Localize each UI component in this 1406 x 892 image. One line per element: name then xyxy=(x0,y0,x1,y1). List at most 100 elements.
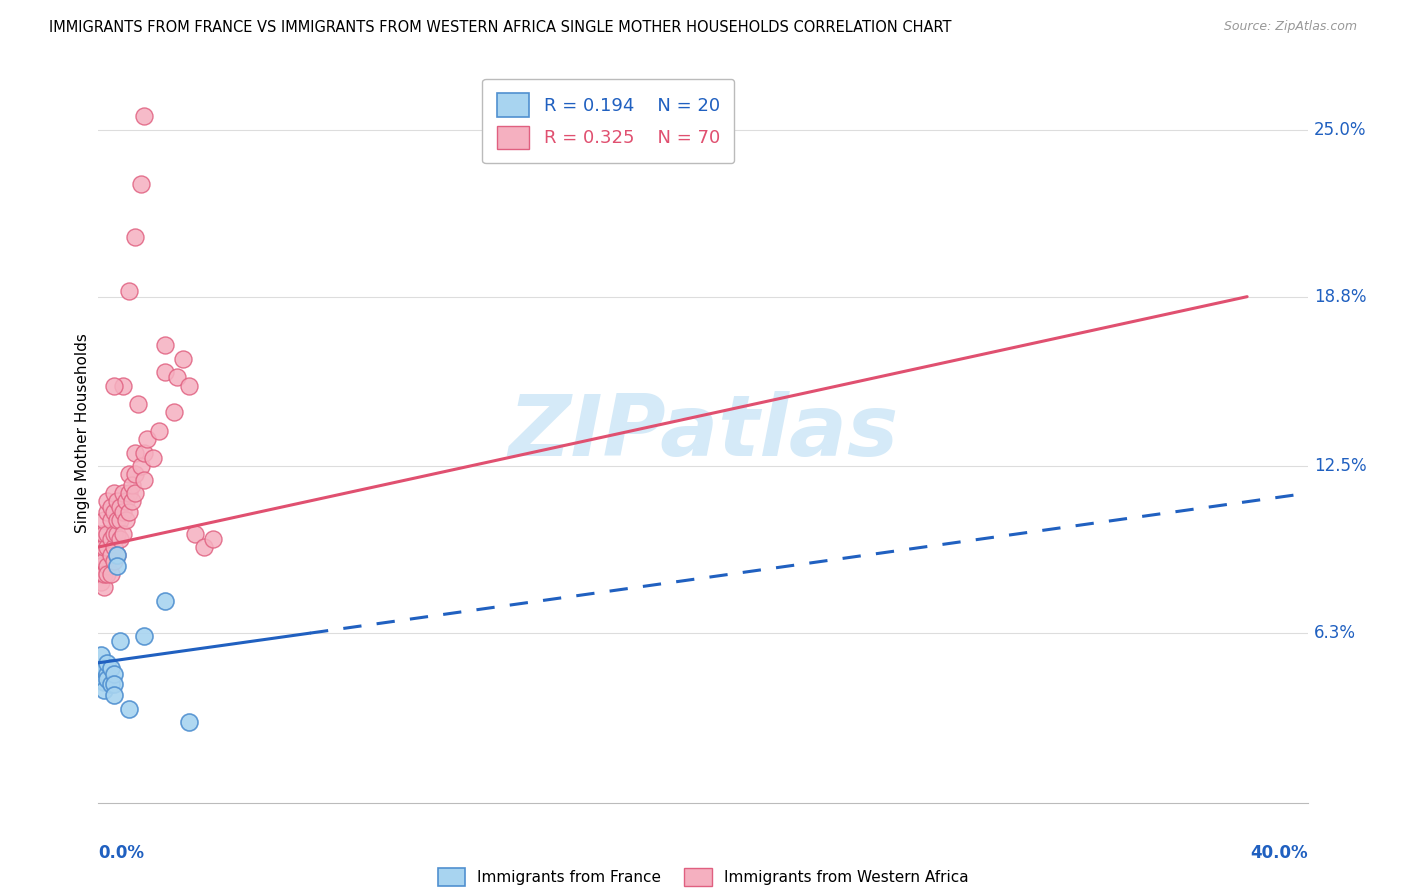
Point xyxy=(132,473,155,487)
Point xyxy=(108,513,131,527)
Point xyxy=(124,446,146,460)
Point xyxy=(118,486,141,500)
Point xyxy=(179,378,201,392)
Point xyxy=(93,540,115,554)
Point xyxy=(100,513,122,527)
Point xyxy=(100,661,122,675)
Point xyxy=(148,424,170,438)
Point xyxy=(93,674,115,689)
Point xyxy=(105,548,128,562)
Text: Source: ZipAtlas.com: Source: ZipAtlas.com xyxy=(1223,20,1357,33)
Point xyxy=(163,405,186,419)
Point xyxy=(132,446,155,460)
Point xyxy=(105,494,128,508)
Point xyxy=(90,548,112,562)
Point xyxy=(202,532,225,546)
Point xyxy=(132,629,155,643)
Point xyxy=(118,505,141,519)
Point xyxy=(124,486,146,500)
Point xyxy=(90,540,112,554)
Point xyxy=(179,714,201,729)
Point xyxy=(111,526,134,541)
Y-axis label: Single Mother Households: Single Mother Households xyxy=(75,333,90,533)
Point xyxy=(172,351,194,366)
Text: 0.0%: 0.0% xyxy=(98,844,145,862)
Point xyxy=(118,467,141,482)
Point xyxy=(100,500,122,514)
Point xyxy=(124,230,146,244)
Point xyxy=(93,553,115,567)
Point xyxy=(90,575,112,590)
Point xyxy=(105,548,128,562)
Point xyxy=(103,486,125,500)
Point xyxy=(100,548,122,562)
Point xyxy=(90,566,112,581)
Point xyxy=(142,451,165,466)
Point xyxy=(93,581,115,595)
Point xyxy=(124,467,146,482)
Point xyxy=(184,526,207,541)
Point xyxy=(103,540,125,554)
Point xyxy=(166,370,188,384)
Point xyxy=(103,553,125,567)
Point xyxy=(90,526,112,541)
Point xyxy=(100,566,122,581)
Point xyxy=(93,513,115,527)
Point xyxy=(135,433,157,447)
Point xyxy=(103,505,125,519)
Text: 25.0%: 25.0% xyxy=(1313,120,1367,139)
Point xyxy=(100,532,122,546)
Text: 18.8%: 18.8% xyxy=(1313,287,1367,306)
Point xyxy=(96,540,118,554)
Text: 40.0%: 40.0% xyxy=(1250,844,1308,862)
Point xyxy=(103,378,125,392)
Point xyxy=(105,558,128,573)
Legend: Immigrants from France, Immigrants from Western Africa: Immigrants from France, Immigrants from … xyxy=(432,863,974,892)
Point xyxy=(121,478,143,492)
Text: 12.5%: 12.5% xyxy=(1313,458,1367,475)
Point xyxy=(103,526,125,541)
Point xyxy=(129,459,152,474)
Point xyxy=(103,666,125,681)
Point xyxy=(111,486,134,500)
Point xyxy=(129,177,152,191)
Point xyxy=(153,338,176,352)
Point xyxy=(121,494,143,508)
Point xyxy=(153,365,176,379)
Point xyxy=(103,688,125,702)
Point xyxy=(96,672,118,686)
Point xyxy=(132,109,155,123)
Text: 6.3%: 6.3% xyxy=(1313,624,1355,642)
Point xyxy=(93,526,115,541)
Point xyxy=(96,526,118,541)
Point xyxy=(111,378,134,392)
Point xyxy=(96,494,118,508)
Point xyxy=(93,661,115,675)
Point xyxy=(108,532,131,546)
Point xyxy=(114,513,136,527)
Point xyxy=(93,566,115,581)
Point xyxy=(153,594,176,608)
Point xyxy=(100,677,122,691)
Point xyxy=(127,397,149,411)
Point xyxy=(105,513,128,527)
Point xyxy=(103,677,125,691)
Point xyxy=(93,682,115,697)
Point xyxy=(90,558,112,573)
Point xyxy=(118,701,141,715)
Point xyxy=(108,634,131,648)
Point xyxy=(108,500,131,514)
Point xyxy=(118,285,141,299)
Point xyxy=(96,666,118,681)
Point xyxy=(90,648,112,662)
Point xyxy=(96,505,118,519)
Text: IMMIGRANTS FROM FRANCE VS IMMIGRANTS FROM WESTERN AFRICA SINGLE MOTHER HOUSEHOLD: IMMIGRANTS FROM FRANCE VS IMMIGRANTS FRO… xyxy=(49,20,952,35)
Text: ZIPatlas: ZIPatlas xyxy=(508,391,898,475)
Point xyxy=(111,505,134,519)
Point xyxy=(96,656,118,670)
Point xyxy=(114,494,136,508)
Point xyxy=(96,566,118,581)
Point xyxy=(193,540,215,554)
Point xyxy=(96,558,118,573)
Point xyxy=(105,526,128,541)
